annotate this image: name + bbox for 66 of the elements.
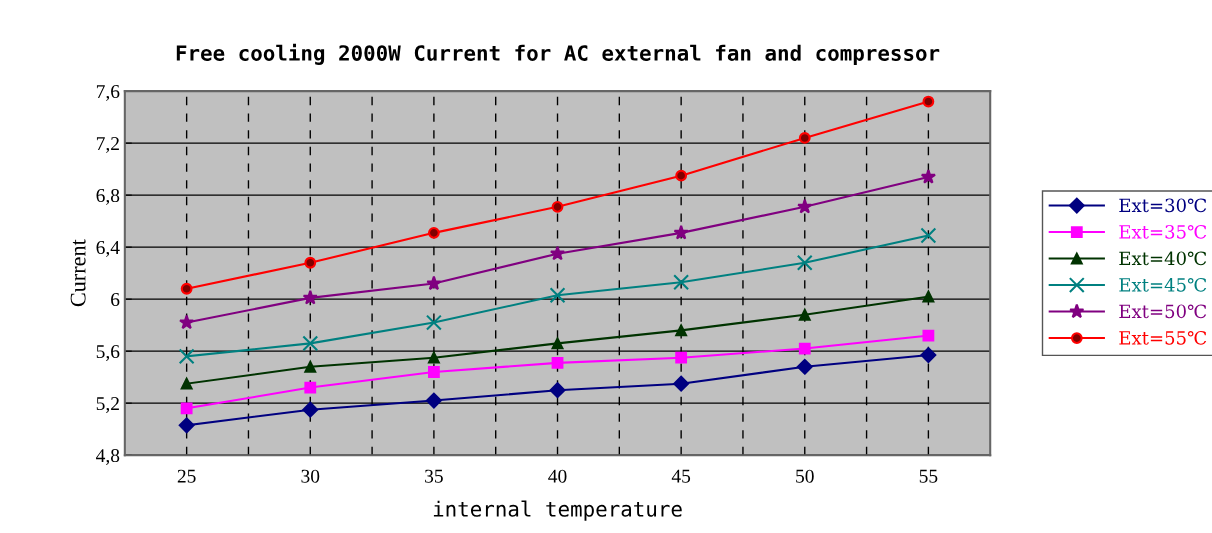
point — [673, 375, 690, 392]
point — [426, 275, 442, 291]
y-tick-label: 6,4 — [96, 241, 120, 257]
point — [796, 358, 813, 375]
point — [304, 256, 317, 269]
point — [551, 200, 564, 213]
point — [425, 314, 442, 331]
y-tick-label: 6 — [111, 293, 120, 307]
point — [920, 168, 937, 184]
y-tick-label: 7,6 — [96, 85, 120, 101]
point — [922, 329, 935, 342]
point — [920, 227, 937, 244]
x-axis-title: internal temperature — [433, 500, 682, 521]
y-tick-label: 5,2 — [96, 397, 119, 413]
point — [675, 169, 688, 182]
y-tick-label: 7,2 — [96, 137, 119, 153]
point — [178, 417, 195, 434]
point — [427, 226, 440, 239]
y-axis-title: Current — [70, 239, 86, 307]
point — [425, 392, 442, 409]
point — [922, 290, 935, 303]
x-tick-label: 55 — [919, 469, 938, 483]
y-tick-label: 6,8 — [96, 188, 120, 205]
legend-label: Ext=50℃ — [1119, 304, 1207, 319]
y-tick-label: 4,8 — [96, 449, 120, 465]
point — [798, 132, 811, 144]
y-tick-label: 5,6 — [96, 345, 120, 361]
point — [304, 360, 317, 373]
chart-title: Free cooling 2000W Current for AC external fan and compressor — [176, 43, 940, 65]
point — [180, 402, 193, 415]
point — [549, 245, 566, 261]
point — [673, 274, 690, 291]
point — [427, 351, 440, 364]
point — [675, 324, 688, 337]
point — [180, 282, 193, 295]
point — [922, 95, 935, 108]
point — [675, 351, 688, 364]
point — [427, 366, 440, 378]
point — [798, 342, 811, 355]
x-tick-label: 45 — [671, 469, 691, 483]
legend-label: Ext=40℃ — [1119, 251, 1207, 266]
point — [920, 347, 937, 363]
point — [302, 289, 318, 305]
point — [180, 377, 193, 390]
x-tick-label: 35 — [425, 469, 443, 483]
point — [797, 198, 813, 214]
point — [796, 254, 813, 271]
point — [551, 356, 564, 369]
point — [302, 401, 319, 418]
legend-label: Ext=35℃ — [1119, 224, 1207, 239]
point — [549, 382, 566, 399]
point — [549, 287, 566, 304]
x-tick-label: 25 — [177, 469, 196, 483]
point — [178, 348, 195, 365]
point — [302, 335, 319, 352]
legend-label: Ext=45℃ — [1119, 278, 1207, 292]
point — [551, 337, 564, 350]
x-tick-label: 50 — [796, 469, 814, 483]
point — [673, 224, 689, 240]
point — [304, 381, 317, 394]
point — [798, 308, 811, 321]
x-tick-label: 40 — [548, 469, 567, 483]
legend-label: Ext=55℃ — [1119, 331, 1207, 345]
legend-label: Ext=30℃ — [1119, 198, 1207, 213]
x-tick-label: 30 — [301, 469, 320, 483]
point — [179, 314, 195, 330]
